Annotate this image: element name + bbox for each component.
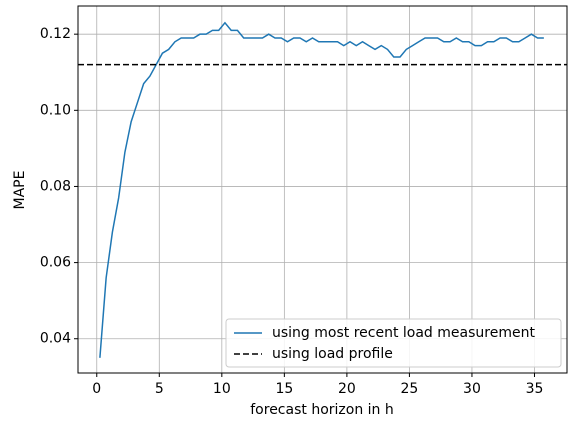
- y-tick-label: 0.12: [40, 26, 71, 42]
- y-tick-label: 0.08: [40, 178, 71, 194]
- data-line: [99, 21, 544, 358]
- axes-frame: [77, 5, 568, 374]
- x-tick-label: 30: [463, 381, 481, 397]
- x-tick-label: 35: [526, 381, 544, 397]
- y-axis-label: MAPE: [12, 171, 28, 210]
- y-tick-label: 0.04: [40, 331, 71, 347]
- x-tick-label: 15: [275, 381, 293, 397]
- x-axis-label: forecast horizon in h: [250, 402, 393, 418]
- legend-label: using most recent load measurement: [272, 325, 535, 341]
- x-tick-label: 25: [401, 381, 419, 397]
- x-tick-label: 0: [92, 381, 101, 397]
- legend-box: [225, 318, 562, 368]
- y-tick-label: 0.06: [40, 255, 71, 271]
- x-tick-label: 5: [155, 381, 164, 397]
- legend-label: using load profile: [272, 346, 393, 362]
- y-tick-label: 0.10: [40, 102, 71, 118]
- legend: using most recent load measurement using …: [225, 318, 562, 368]
- x-tick-label: 10: [213, 381, 231, 397]
- x-tick-label: 20: [338, 381, 356, 397]
